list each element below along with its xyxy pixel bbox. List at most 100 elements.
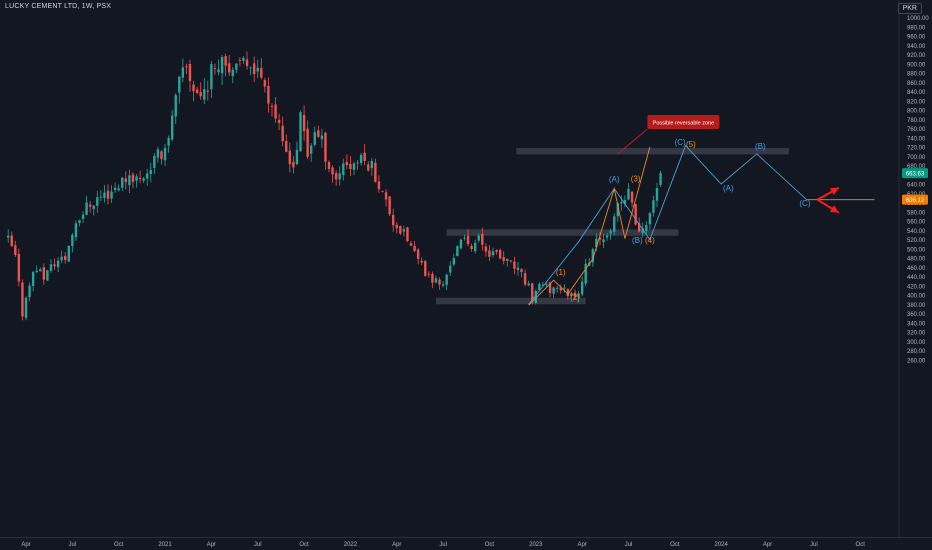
candle-body: [99, 196, 103, 198]
candle-body: [652, 200, 655, 213]
candle-body: [220, 56, 224, 74]
candle-body: [124, 178, 128, 183]
candle-body: [452, 258, 455, 265]
candle-body: [35, 270, 38, 272]
candle-body: [559, 287, 562, 291]
candle-body: [602, 239, 605, 243]
price-tick-label: 800.00: [907, 109, 926, 115]
candle-body: [156, 149, 160, 158]
candle-body: [531, 283, 534, 302]
price-tick-label: 820.00: [907, 99, 926, 105]
price-tick-label: 760.00: [907, 127, 926, 133]
candle-body: [520, 269, 523, 273]
price-tick-label: 360.00: [907, 312, 926, 318]
candle-body: [64, 256, 67, 261]
price-label-text: 663.63: [906, 172, 925, 178]
price-label-text: 606.12: [906, 198, 925, 204]
candle-body: [363, 152, 366, 161]
candle-body: [185, 66, 188, 68]
price-tick-label: 480.00: [907, 257, 926, 263]
price-tick-label: 1000.00: [907, 16, 929, 22]
candle-body: [431, 273, 434, 283]
candle-body: [342, 163, 345, 175]
price-tick-label: 420.00: [907, 284, 926, 290]
annotation-text: Possible reversable zone: [653, 120, 714, 126]
candle-body: [349, 163, 352, 169]
candle-body: [409, 243, 413, 246]
candle-body: [391, 214, 395, 226]
time-tick-label: Oct: [485, 542, 495, 548]
candle-body: [427, 273, 431, 275]
candle-body: [637, 223, 641, 232]
price-tick-label: 960.00: [907, 35, 926, 41]
candle-body: [292, 161, 295, 168]
candle-body: [210, 63, 213, 90]
candle-body: [523, 273, 527, 285]
candle-body: [106, 190, 110, 199]
wave-label-abc: (B): [632, 236, 643, 245]
direction-arrow-head: [829, 205, 839, 213]
candle-body: [377, 181, 381, 190]
candle-body: [441, 284, 445, 286]
price-tick-label: 560.00: [907, 220, 926, 226]
candle-body: [46, 270, 49, 281]
time-tick-label: Apr: [392, 542, 401, 548]
candle-body: [245, 59, 249, 67]
candle-body: [206, 90, 210, 92]
candle-body: [648, 213, 652, 225]
candle-body: [302, 114, 306, 132]
price-tick-label: 580.00: [907, 210, 926, 216]
chart-title: LUCKY CEMENT LTD, 1W, PSX: [5, 3, 112, 10]
candle-body: [49, 264, 53, 271]
price-tick-label: 700.00: [907, 155, 926, 161]
candle-body: [580, 281, 584, 295]
candle-body: [274, 104, 277, 119]
candle-body: [384, 192, 388, 200]
price-tick-label: 940.00: [907, 44, 926, 50]
candle-body: [388, 196, 391, 215]
candle-body: [545, 283, 548, 285]
candle-body: [513, 261, 516, 269]
candle-body: [228, 63, 231, 73]
time-tick-label: Jul: [439, 542, 447, 548]
candle-body: [28, 285, 31, 298]
candle-body: [203, 89, 206, 100]
candle-body: [374, 162, 377, 182]
candle-body: [53, 264, 56, 267]
candle-body: [135, 176, 138, 181]
candle-body: [10, 235, 13, 247]
candle-body: [188, 64, 192, 82]
time-tick-label: Oct: [114, 542, 124, 548]
currency-badge[interactable]: PKR: [897, 3, 922, 14]
time-tick-label: Apr: [207, 542, 216, 548]
candle-body: [71, 234, 74, 246]
annotation-box: [647, 114, 720, 129]
candle-body: [295, 149, 299, 165]
candle-body: [573, 292, 577, 298]
price-tick-label: 380.00: [907, 303, 926, 309]
candle-body: [167, 138, 170, 146]
candle-body: [320, 135, 324, 140]
candle-body: [449, 265, 452, 273]
wave-label-abc: (C): [675, 138, 686, 147]
time-tick-label: Apr: [577, 542, 586, 548]
candle-body: [420, 260, 423, 263]
time-axis: Apr Jul Oct 2021 Apr Jul Oct 2022 Apr Jul Oct 2023 A…: [21, 542, 865, 548]
price-tick-label: 780.00: [907, 118, 926, 124]
candle-body: [566, 289, 570, 297]
candle-body: [281, 125, 284, 142]
candle-body: [481, 233, 484, 245]
candle-body: [538, 283, 541, 291]
candle-body: [39, 269, 42, 272]
candle-body: [160, 151, 163, 160]
candle-body: [153, 155, 156, 168]
candle-body: [438, 279, 441, 285]
price-label-bg: [902, 194, 928, 205]
candle-body: [60, 256, 63, 261]
price-tick-label: 920.00: [907, 53, 926, 59]
candle-body: [131, 174, 135, 182]
candle-body: [92, 205, 95, 209]
price-tick-label: 720.00: [907, 146, 926, 152]
